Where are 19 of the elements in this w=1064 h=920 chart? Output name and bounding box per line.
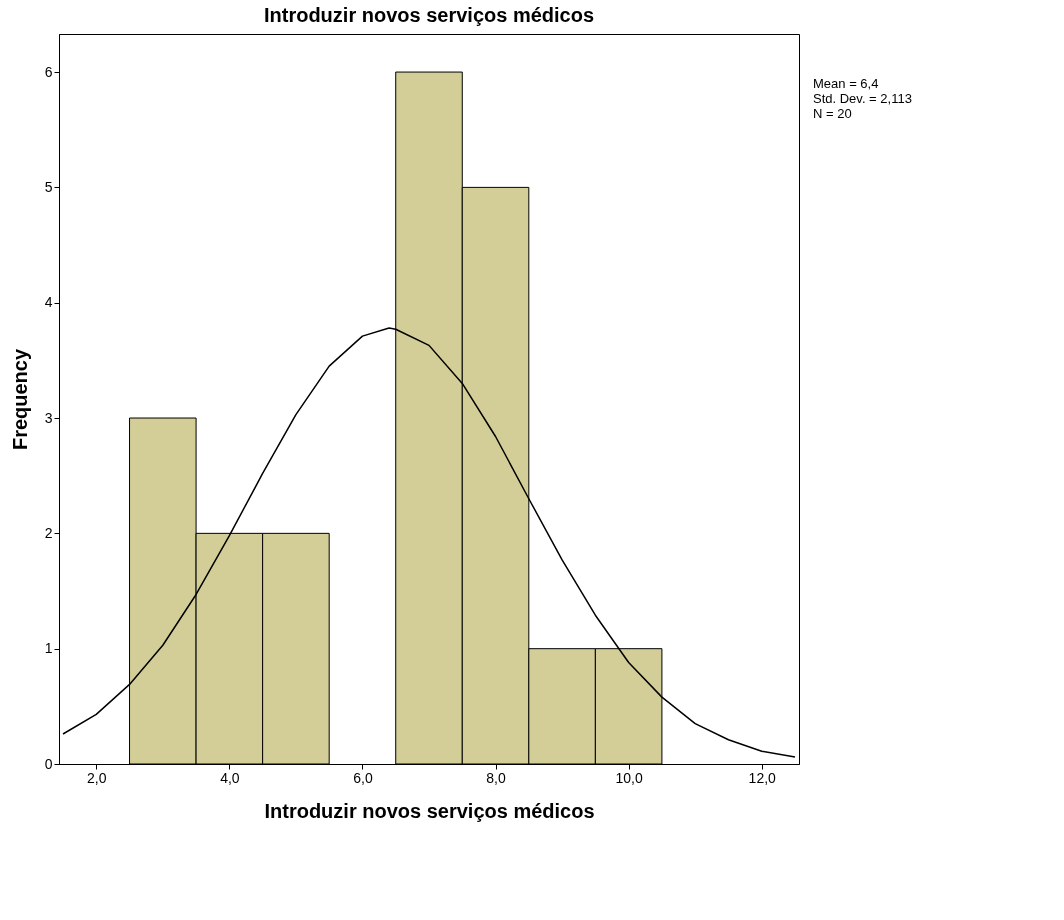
y-tick-label: 3 — [44, 409, 53, 426]
chart-title: Introduzir novos serviços médicos — [263, 4, 595, 26]
text: Mean = 6,4 — [813, 76, 879, 91]
y-tick-label: 2 — [44, 524, 53, 541]
x-tick-label: 6,0 — [353, 769, 373, 786]
x-tick-label: 10,0 — [615, 769, 643, 786]
y-tick-label: 6 — [44, 63, 53, 80]
x-tick-label: 12,0 — [748, 769, 777, 786]
y-axis-title: Frequency — [8, 348, 31, 451]
text: N = 20 — [813, 106, 852, 121]
y-tick-label: 4 — [44, 294, 53, 311]
x-tick-label: 8,0 — [486, 769, 506, 786]
y-tick-label: 5 — [44, 178, 53, 195]
x-axis-title: Introduzir novos serviços médicos — [264, 799, 595, 822]
x-tick-label: 2,0 — [87, 769, 107, 786]
text: Std. Dev. = 2,113 — [813, 91, 912, 106]
y-tick-label: 0 — [44, 755, 53, 772]
y-tick-label: 1 — [44, 640, 53, 657]
x-tick-label: 4,0 — [220, 769, 240, 786]
